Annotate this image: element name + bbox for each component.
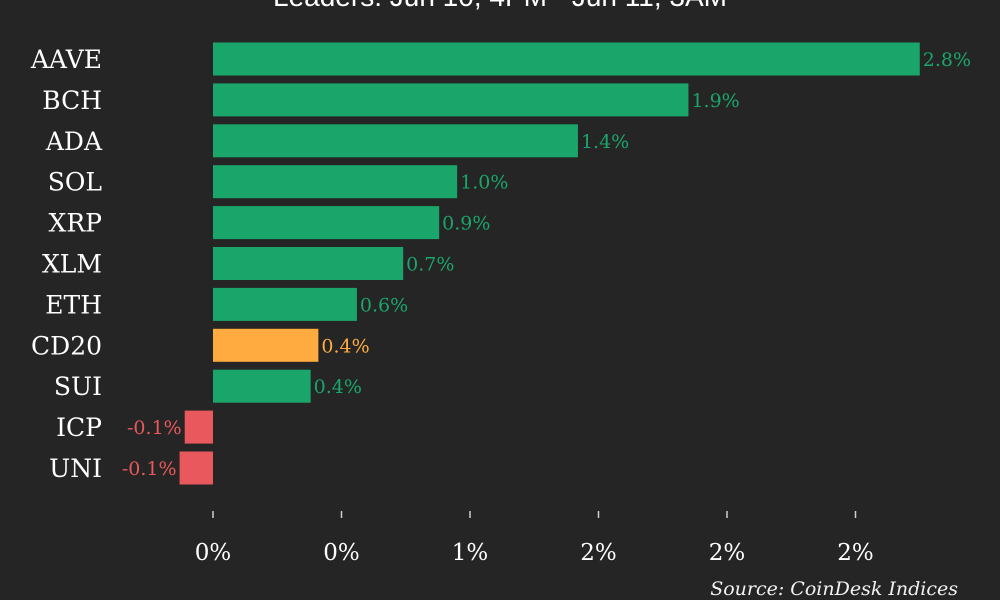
bar — [213, 165, 458, 199]
bar — [213, 206, 440, 240]
value-label: 1.9% — [691, 90, 739, 112]
category-label: XLM — [42, 250, 102, 279]
chart-title: Leaders: Jun 10, 4PM - Jun 11, 3AM — [0, 0, 1000, 13]
value-label: 2.8% — [923, 49, 971, 71]
bar — [213, 124, 578, 158]
x-tick-label: 2% — [580, 540, 617, 566]
x-tick-label: 0% — [323, 540, 360, 566]
value-label: 0.6% — [360, 294, 408, 316]
source-note: Source: CoinDesk Indices — [710, 578, 958, 600]
x-tick-label: 2% — [709, 540, 746, 566]
bar — [213, 42, 920, 76]
bar — [179, 451, 213, 485]
value-label: 1.0% — [460, 172, 508, 194]
category-label: CD20 — [31, 331, 102, 360]
x-tick-label: 0% — [195, 540, 232, 566]
bar — [213, 369, 311, 403]
bar — [213, 83, 689, 117]
value-label: 0.4% — [321, 335, 369, 357]
value-label: -0.1% — [127, 417, 182, 439]
value-label: 0.7% — [406, 254, 454, 276]
bar — [184, 410, 213, 444]
bar — [213, 287, 357, 321]
category-label: UNI — [49, 454, 102, 483]
category-label: BCH — [42, 86, 102, 115]
category-label: ADA — [45, 127, 103, 156]
category-label: SUI — [54, 372, 102, 401]
bar — [213, 247, 404, 280]
x-tick-label: 2% — [837, 540, 874, 566]
category-label: SOL — [48, 168, 102, 197]
value-label: 0.4% — [314, 376, 362, 398]
value-label: 0.9% — [442, 213, 490, 235]
category-label: XRP — [49, 209, 102, 238]
value-label: -0.1% — [122, 458, 177, 480]
value-label: 1.4% — [581, 131, 629, 153]
category-label: ETH — [45, 290, 102, 319]
category-label: AAVE — [30, 45, 102, 74]
x-tick-label: 1% — [452, 540, 489, 566]
category-label: ICP — [56, 413, 102, 442]
bar — [213, 328, 319, 362]
